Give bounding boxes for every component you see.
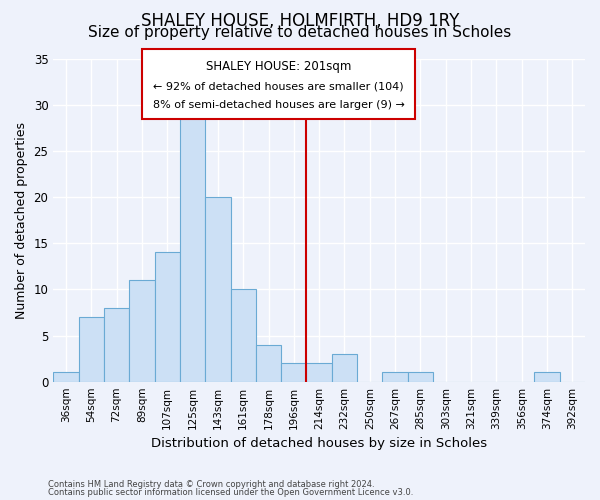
Text: ← 92% of detached houses are smaller (104): ← 92% of detached houses are smaller (10… [154,82,404,92]
FancyBboxPatch shape [142,50,415,118]
Bar [281,363,307,382]
Text: Size of property relative to detached houses in Scholes: Size of property relative to detached ho… [88,25,512,40]
Bar [230,290,256,382]
Bar [332,354,357,382]
Bar [129,280,155,382]
Bar [307,363,332,382]
Text: SHALEY HOUSE: 201sqm: SHALEY HOUSE: 201sqm [206,60,352,74]
Bar [535,372,560,382]
Bar [104,308,129,382]
Bar [205,197,230,382]
Bar [53,372,79,382]
X-axis label: Distribution of detached houses by size in Scholes: Distribution of detached houses by size … [151,437,487,450]
Bar [155,252,180,382]
Text: Contains HM Land Registry data © Crown copyright and database right 2024.: Contains HM Land Registry data © Crown c… [48,480,374,489]
Text: SHALEY HOUSE, HOLMFIRTH, HD9 1RY: SHALEY HOUSE, HOLMFIRTH, HD9 1RY [141,12,459,30]
Text: 8% of semi-detached houses are larger (9) →: 8% of semi-detached houses are larger (9… [152,100,404,110]
Bar [256,344,281,382]
Y-axis label: Number of detached properties: Number of detached properties [15,122,28,318]
Bar [382,372,408,382]
Bar [408,372,433,382]
Bar [180,114,205,382]
Text: Contains public sector information licensed under the Open Government Licence v3: Contains public sector information licen… [48,488,413,497]
Bar [79,317,104,382]
